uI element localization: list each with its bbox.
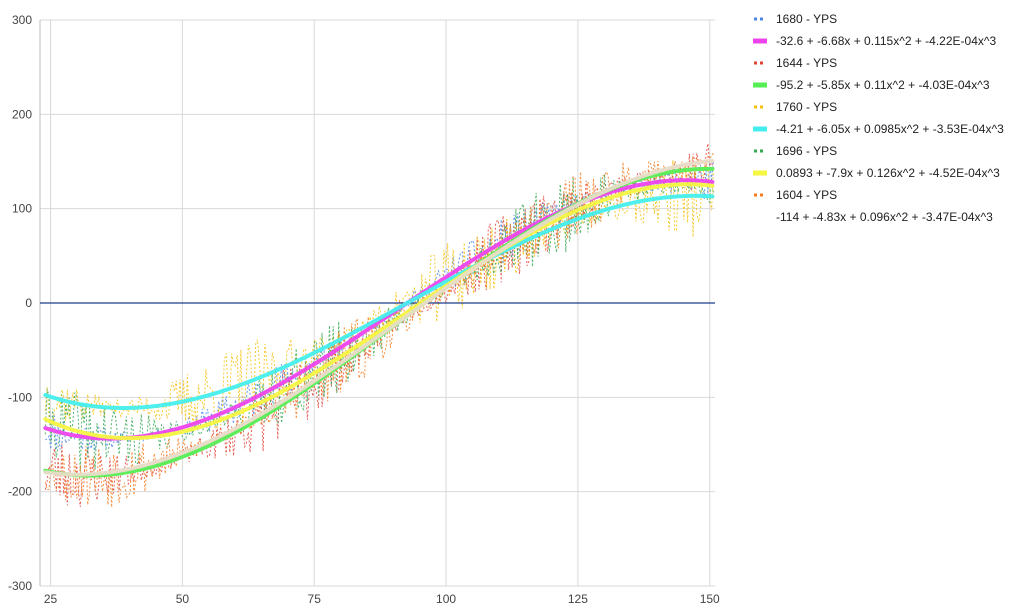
legend-label: 1644 - YPS [776,56,837,70]
legend-label: -32.6 + -6.68x + 0.115x^2 + -4.22E-04x^3 [776,34,997,48]
x-tick-label: 100 [436,592,456,606]
trendlines [43,158,715,478]
x-tick-label: 125 [568,592,588,606]
legend-label: 1760 - YPS [776,100,837,114]
x-tick-label: 75 [308,592,322,606]
legend-label: 1680 - YPS [776,12,837,26]
y-tick-label: -300 [8,579,32,593]
legend-label: 1604 - YPS [776,188,837,202]
series-1696---yps [44,174,714,472]
trendline-5 [43,158,715,477]
y-tick-label: -200 [8,485,32,499]
y-tick-label: -100 [8,390,32,404]
legend-label: -95.2 + -5.85x + 0.11x^2 + -4.03E-04x^3 [776,78,990,92]
legend-label: -4.21 + -6.05x + 0.0985x^2 + -3.53E-04x^… [776,122,1004,136]
y-tick-label: 0 [25,296,32,310]
trendline-4 [43,182,715,441]
legend-label: 1696 - YPS [776,144,837,158]
legend-label: -114 + -4.83x + 0.096x^2 + -3.47E-04x^3 [776,210,993,224]
x-tick-label: 50 [176,592,190,606]
y-tick-label: 300 [12,13,32,27]
y-tick-label: 200 [12,107,32,121]
y-tick-label: 100 [12,202,32,216]
axis-labels: -300 -200 -100 0 100 200 300 25 50 75 100 125 150 [8,13,720,606]
x-tick-label: 150 [700,592,720,606]
series-1644---yps [44,143,714,508]
x-tick-label: 25 [44,592,58,606]
legend-label: 0.0893 + -7.9x + 0.126x^2 + -4.52E-04x^3 [776,166,1000,180]
series-1760---yps [44,160,714,429]
legend: 1680 - YPS -32.6 + -6.68x + 0.115x^2 + -4… [753,12,1004,224]
trendline-3 [43,193,715,410]
